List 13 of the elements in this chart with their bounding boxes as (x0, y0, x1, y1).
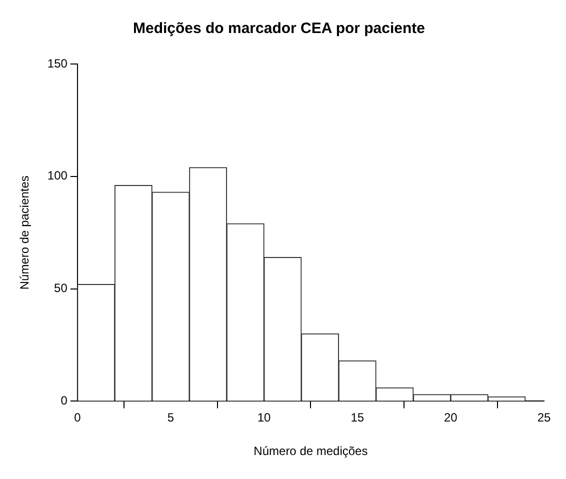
y-tick-label: 150 (47, 56, 68, 70)
chart-title: Medições do marcador CEA por paciente (132, 20, 426, 38)
x-tick-label: 5 (167, 410, 174, 425)
y-tick-label: 100 (47, 168, 68, 183)
x-tick-label: 15 (350, 410, 364, 425)
x-tick-label: 0 (74, 410, 82, 425)
x-tick-label: 10 (257, 410, 272, 425)
x-tick-label: 20 (444, 410, 458, 425)
y-tick-label: 0 (60, 394, 68, 408)
x-axis-title: Número de medições (254, 444, 368, 458)
y-tick-label: 50 (54, 281, 68, 296)
y-axis-title: Número de pacientes (18, 176, 32, 290)
x-tick-label: 25 (537, 410, 551, 425)
